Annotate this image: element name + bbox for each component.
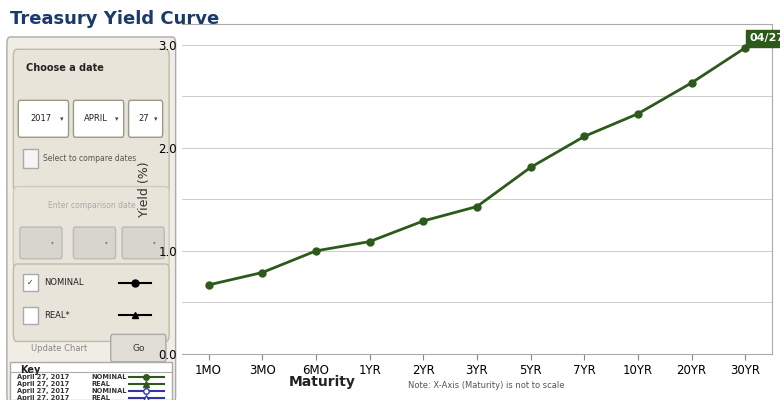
Text: NOMINAL: NOMINAL: [91, 374, 127, 380]
Text: Treasury Yield Curve: Treasury Yield Curve: [10, 10, 219, 28]
Text: NOMINAL: NOMINAL: [91, 388, 127, 394]
Text: Key: Key: [20, 366, 41, 376]
Text: ✓: ✓: [27, 278, 33, 287]
Text: APRIL: APRIL: [84, 114, 108, 123]
Text: Update Chart: Update Chart: [31, 344, 87, 353]
FancyBboxPatch shape: [111, 334, 166, 362]
FancyBboxPatch shape: [13, 264, 169, 342]
Text: ▾: ▾: [60, 116, 64, 122]
Text: Maturity: Maturity: [289, 375, 356, 389]
Y-axis label: Yield (%): Yield (%): [138, 161, 151, 217]
Text: REAL: REAL: [91, 395, 110, 400]
Text: 04/27/2017: 04/27/2017: [750, 34, 780, 44]
FancyBboxPatch shape: [122, 227, 165, 259]
Text: ▾: ▾: [105, 240, 108, 245]
Text: 27: 27: [139, 114, 150, 123]
FancyBboxPatch shape: [10, 362, 172, 400]
Bar: [23, 274, 37, 291]
Text: ▾: ▾: [154, 116, 158, 122]
Text: ▾: ▾: [154, 240, 156, 245]
Text: April 27, 2017: April 27, 2017: [16, 381, 69, 387]
Text: April 27, 2017: April 27, 2017: [16, 388, 69, 394]
Bar: [23, 307, 37, 324]
FancyBboxPatch shape: [73, 100, 124, 137]
FancyBboxPatch shape: [7, 37, 176, 400]
FancyBboxPatch shape: [73, 227, 115, 259]
Text: Choose a date: Choose a date: [27, 63, 105, 73]
Text: Select to compare dates: Select to compare dates: [43, 154, 136, 162]
Text: ▾: ▾: [115, 116, 119, 122]
Text: Enter comparison date: Enter comparison date: [48, 201, 135, 210]
Text: Note: X-Axis (Maturity) is not to scale: Note: X-Axis (Maturity) is not to scale: [408, 381, 565, 390]
Text: April 27, 2017: April 27, 2017: [16, 395, 69, 400]
Text: ▾: ▾: [51, 240, 54, 245]
Text: Go: Go: [132, 344, 144, 353]
Text: NOMINAL: NOMINAL: [44, 278, 83, 287]
Text: April 27, 2017: April 27, 2017: [16, 374, 69, 380]
Text: REAL: REAL: [91, 381, 110, 387]
FancyBboxPatch shape: [13, 186, 169, 269]
Bar: [23, 148, 37, 168]
FancyBboxPatch shape: [18, 100, 69, 137]
Text: REAL*: REAL*: [44, 311, 70, 320]
FancyBboxPatch shape: [129, 100, 163, 137]
FancyBboxPatch shape: [13, 49, 169, 194]
Text: 2017: 2017: [30, 114, 51, 123]
FancyBboxPatch shape: [20, 227, 62, 259]
